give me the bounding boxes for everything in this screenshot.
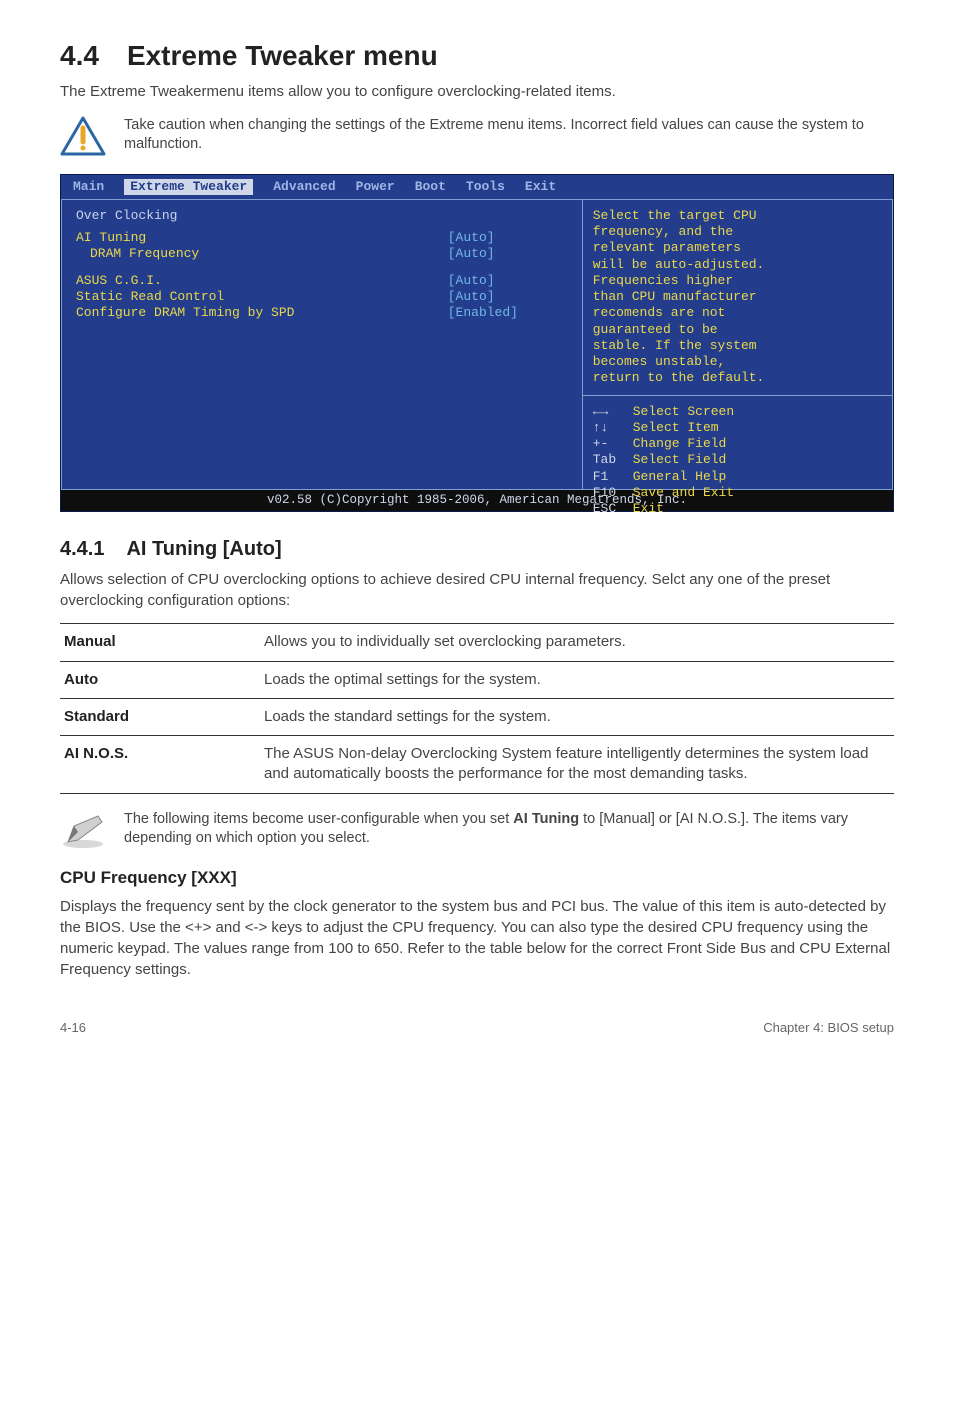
def-term: Auto bbox=[60, 661, 260, 698]
bios-row-value: [Auto] bbox=[448, 273, 568, 289]
def-desc: The ASUS Non-delay Overclocking System f… bbox=[260, 736, 894, 794]
subsection-number: 4.4.1 bbox=[60, 538, 104, 560]
bios-screenshot: Main Extreme Tweaker Advanced Power Boot… bbox=[60, 174, 894, 513]
subsection-intro: Allows selection of CPU overclocking opt… bbox=[60, 569, 894, 611]
bios-left-pane: Over Clocking AI Tuning [Auto] DRAM Freq… bbox=[61, 200, 583, 490]
bios-key-row: F1General Help bbox=[593, 469, 882, 485]
def-desc: Loads the standard settings for the syst… bbox=[260, 698, 894, 735]
bios-help-line: than CPU manufacturer bbox=[593, 289, 882, 305]
bios-help-line: return to the default. bbox=[593, 370, 882, 386]
bios-menu-item: Tools bbox=[466, 179, 505, 195]
def-term: AI N.O.S. bbox=[60, 736, 260, 794]
bios-key-desc: Select Item bbox=[633, 420, 719, 435]
bios-right-pane: Select the target CPU frequency, and the… bbox=[583, 200, 893, 490]
bios-menu-item: Main bbox=[73, 179, 104, 195]
bios-row: Static Read Control [Auto] bbox=[76, 289, 568, 305]
bios-help-line: Select the target CPU bbox=[593, 208, 882, 224]
table-row: Manual Allows you to individually set ov… bbox=[60, 624, 894, 661]
bios-key: ↑↓ bbox=[593, 420, 633, 436]
bios-help-line: recomends are not bbox=[593, 305, 882, 321]
bios-key: ←→ bbox=[593, 404, 633, 420]
bios-key: Tab bbox=[593, 452, 633, 468]
section-title-text: Extreme Tweaker menu bbox=[127, 40, 438, 71]
caution-text: Take caution when changing the settings … bbox=[124, 116, 894, 155]
note-text-bold: AI Tuning bbox=[513, 811, 579, 827]
pencil-icon bbox=[60, 810, 106, 850]
bios-row: DRAM Frequency [Auto] bbox=[76, 246, 568, 262]
bios-row-value: [Auto] bbox=[448, 230, 568, 246]
bios-left-heading: Over Clocking bbox=[76, 208, 568, 224]
bios-key-desc: Select Field bbox=[633, 452, 727, 467]
bios-help-line: stable. If the system bbox=[593, 338, 882, 354]
bios-row-label: DRAM Frequency bbox=[90, 246, 448, 262]
page-footer: 4-16 Chapter 4: BIOS setup bbox=[60, 1020, 894, 1035]
subsection-title-text: AI Tuning [Auto] bbox=[126, 538, 281, 560]
note-block: The following items become user-configur… bbox=[60, 810, 894, 850]
chapter-label: Chapter 4: BIOS setup bbox=[763, 1020, 894, 1035]
table-row: AI N.O.S. The ASUS Non-delay Overclockin… bbox=[60, 736, 894, 794]
field-heading: CPU Frequency [XXX] bbox=[60, 868, 894, 888]
note-text-prefix: The following items become user-configur… bbox=[124, 811, 513, 827]
def-term: Standard bbox=[60, 698, 260, 735]
spacer bbox=[76, 263, 568, 273]
bios-menu-item: Advanced bbox=[273, 179, 335, 195]
bios-key: +- bbox=[593, 436, 633, 452]
bios-menu-item: Exit bbox=[525, 179, 556, 195]
bios-row-label: AI Tuning bbox=[76, 230, 448, 246]
bios-help-line: relevant parameters bbox=[593, 240, 882, 256]
subsection-heading: 4.4.1 AI Tuning [Auto] bbox=[60, 538, 894, 561]
bios-menu-item: Boot bbox=[415, 179, 446, 195]
def-desc: Loads the optimal settings for the syste… bbox=[260, 661, 894, 698]
bios-row-label: Configure DRAM Timing by SPD bbox=[76, 305, 448, 321]
bios-row: Configure DRAM Timing by SPD [Enabled] bbox=[76, 305, 568, 321]
bios-row-label: Static Read Control bbox=[76, 289, 448, 305]
bios-help-line: Frequencies higher bbox=[593, 273, 882, 289]
bios-menu-item-active: Extreme Tweaker bbox=[124, 179, 253, 195]
bios-key: F1 bbox=[593, 469, 633, 485]
bios-menu-item: Power bbox=[356, 179, 395, 195]
bios-help-line: guaranteed to be bbox=[593, 322, 882, 338]
bios-row: ASUS C.G.I. [Auto] bbox=[76, 273, 568, 289]
bios-row-value: [Auto] bbox=[448, 289, 568, 305]
bios-key-row: TabSelect Field bbox=[593, 452, 882, 468]
section-number: 4.4 bbox=[60, 40, 99, 71]
bios-key-row: ↑↓Select Item bbox=[593, 420, 882, 436]
bios-body: Over Clocking AI Tuning [Auto] DRAM Freq… bbox=[61, 200, 893, 490]
bios-row-value: [Auto] bbox=[448, 246, 568, 262]
table-row: Standard Loads the standard settings for… bbox=[60, 698, 894, 735]
bios-key-row: +-Change Field bbox=[593, 436, 882, 452]
bios-key-row: ←→Select Screen bbox=[593, 404, 882, 420]
bios-menubar: Main Extreme Tweaker Advanced Power Boot… bbox=[61, 175, 893, 200]
page-number: 4-16 bbox=[60, 1020, 86, 1035]
bios-row-value: [Enabled] bbox=[448, 305, 568, 321]
bios-row: AI Tuning [Auto] bbox=[76, 230, 568, 246]
section-heading: 4.4 Extreme Tweaker menu bbox=[60, 40, 894, 72]
field-body: Displays the frequency sent by the clock… bbox=[60, 896, 894, 980]
note-text: The following items become user-configur… bbox=[124, 810, 894, 849]
def-term: Manual bbox=[60, 624, 260, 661]
section-intro: The Extreme Tweakermenu items allow you … bbox=[60, 82, 894, 102]
bios-help-line: frequency, and the bbox=[593, 224, 882, 240]
definitions-table: Manual Allows you to individually set ov… bbox=[60, 623, 894, 793]
bios-divider bbox=[583, 395, 892, 396]
bios-help-line: becomes unstable, bbox=[593, 354, 882, 370]
def-desc: Allows you to individually set overclock… bbox=[260, 624, 894, 661]
bios-key-desc: General Help bbox=[633, 469, 727, 484]
bios-key-desc: Change Field bbox=[633, 436, 727, 451]
bios-row-label: ASUS C.G.I. bbox=[76, 273, 448, 289]
table-row: Auto Loads the optimal settings for the … bbox=[60, 661, 894, 698]
caution-block: Take caution when changing the settings … bbox=[60, 116, 894, 156]
bios-key-desc: Select Screen bbox=[633, 404, 734, 419]
bios-help-line: will be auto-adjusted. bbox=[593, 257, 882, 273]
warning-icon bbox=[60, 116, 106, 156]
